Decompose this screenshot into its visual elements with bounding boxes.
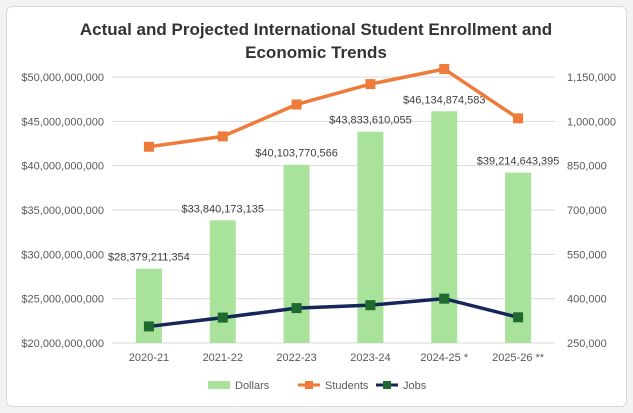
gridlines [112, 76, 555, 344]
legend-marker-jobs [383, 381, 391, 389]
point-students [291, 99, 302, 110]
y-right-tick-label: 1,000,000 [567, 116, 616, 128]
point-students [513, 113, 524, 124]
x-tick-label: 2025-26 ** [492, 352, 545, 364]
bar-dollars [209, 220, 236, 343]
y-right-tick-label: 700,000 [567, 205, 607, 217]
y-left-tick-label: $50,000,000,000 [21, 72, 104, 84]
point-students [439, 64, 450, 75]
legend-label-students: Students [325, 380, 369, 392]
y-left-tick-label: $25,000,000,000 [21, 294, 104, 306]
bar-data-label: $28,379,211,354 [108, 252, 190, 264]
y-right-tick-label: 850,000 [567, 161, 607, 173]
point-students [217, 131, 228, 142]
line-series [143, 64, 524, 332]
bar-data-label: $40,103,770,566 [255, 148, 338, 160]
chart-title-line: Actual and Projected International Stude… [80, 20, 552, 39]
y-left-tick-label: $40,000,000,000 [21, 161, 104, 173]
bar-data-label: $33,840,173,135 [181, 203, 264, 215]
y-left-tick-label: $35,000,000,000 [21, 205, 104, 217]
x-tick-label: 2024-25 * [420, 352, 468, 364]
point-jobs [365, 300, 376, 311]
legend-label-jobs: Jobs [403, 380, 427, 392]
y-right-tick-label: 400,000 [567, 294, 607, 306]
point-jobs [439, 293, 450, 304]
bar-data-label: $46,134,874,583 [403, 94, 486, 106]
point-jobs [143, 321, 154, 332]
point-jobs [217, 312, 228, 323]
y-axis-right-ticks: 250,000 400,000 550,000 700,000 850,000 1,000… [567, 72, 616, 350]
y-right-tick-label: 250,000 [567, 338, 607, 350]
y-left-tick-label: $45,000,000,000 [21, 116, 104, 128]
y-right-tick-label: 1,150,000 [567, 72, 616, 84]
chart-title: Actual and Projected International Stude… [80, 20, 552, 62]
y-left-tick-label: $20,000,000,000 [21, 338, 104, 350]
x-tick-label: 2022-23 [276, 352, 316, 364]
y-right-tick-label: 550,000 [567, 249, 607, 261]
bar-dollars [283, 164, 310, 343]
legend-label-dollars: Dollars [235, 380, 270, 392]
bar-data-label: $43,833,610,055 [329, 115, 412, 127]
x-tick-label: 2021-22 [203, 352, 243, 364]
point-students [365, 79, 376, 90]
point-jobs [291, 303, 302, 314]
bar-dollars [135, 268, 162, 343]
y-axis-left-ticks: $20,000,000,000 $25,000,000,000 $30,000,00… [21, 72, 104, 350]
bar-data-labels: $28,379,211,354 $33,840,173,135 $40,103,77… [108, 94, 559, 263]
legend-marker-students [305, 381, 313, 389]
bar-dollars [357, 131, 384, 343]
y-left-tick-label: $30,000,000,000 [21, 249, 104, 261]
point-jobs [513, 312, 524, 323]
legend-swatch-dollars [208, 381, 230, 389]
chart-title-line: Economic Trends [245, 43, 387, 62]
bar-series [135, 111, 532, 343]
point-students [143, 141, 154, 152]
bar-data-label: $39,214,643,395 [477, 156, 560, 168]
line-students [148, 67, 520, 149]
x-axis-ticks: 2020-21 2021-22 2022-23 2023-24 2024-25 * 202… [129, 352, 545, 364]
bar-dollars [431, 111, 458, 343]
x-tick-label: 2023-24 [350, 352, 390, 364]
x-tick-label: 2020-21 [129, 352, 169, 364]
line-jobs [148, 296, 519, 329]
legend: Dollars Students Jobs [208, 380, 427, 392]
